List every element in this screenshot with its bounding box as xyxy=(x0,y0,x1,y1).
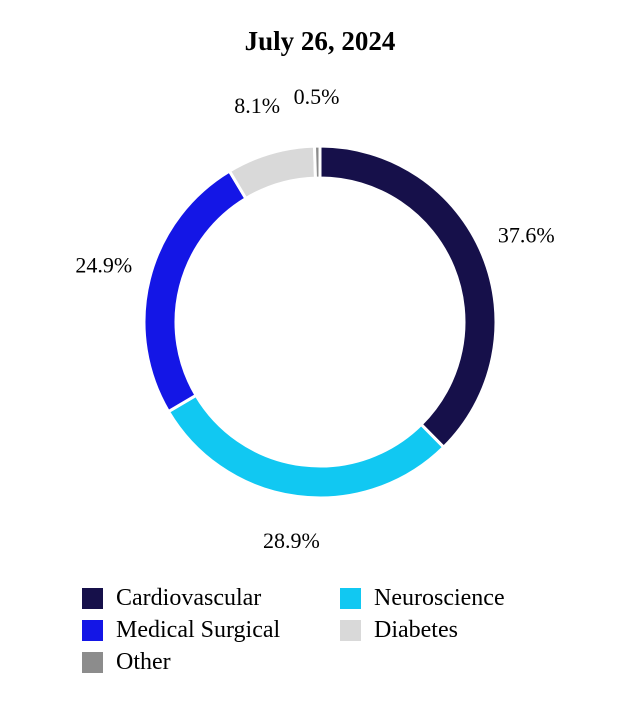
legend-label: Neuroscience xyxy=(374,584,505,611)
legend-swatch xyxy=(82,619,103,641)
legend-item-medical-surgical: Medical Surgical xyxy=(82,617,340,643)
data-label-diabetes: 8.1% xyxy=(234,93,280,118)
data-label-neuroscience: 28.9% xyxy=(263,528,320,553)
slice-cardiovascular xyxy=(318,144,498,450)
data-label-cardiovascular: 37.6% xyxy=(498,222,555,247)
data-label-other: 0.5% xyxy=(294,84,340,109)
legend-label: Cardiovascular xyxy=(116,584,262,611)
chart-legend: Cardiovascular Neuroscience Medical Surgic… xyxy=(82,585,562,675)
donut-chart: 37.6% 28.9% 24.9% 8.1% 0.5% xyxy=(75,84,555,553)
legend-item-neuroscience: Neuroscience xyxy=(340,585,560,611)
legend-label: Other xyxy=(116,648,171,675)
slice-medical-surgical xyxy=(142,169,248,414)
slice-diabetes xyxy=(227,144,318,201)
data-label-medical-surgical: 24.9% xyxy=(75,252,132,277)
legend-swatch xyxy=(340,587,361,609)
legend-label: Medical Surgical xyxy=(116,616,281,643)
chart-title: July 26, 2024 xyxy=(244,26,396,56)
legend-swatch xyxy=(82,587,103,609)
slice-neuroscience xyxy=(166,393,446,500)
legend-item-diabetes: Diabetes xyxy=(340,617,560,643)
legend-swatch xyxy=(340,619,361,641)
slice-other xyxy=(312,144,322,180)
legend-item-cardiovascular: Cardiovascular xyxy=(82,585,340,611)
legend-item-other: Other xyxy=(82,649,340,675)
legend-swatch xyxy=(82,651,103,673)
legend-label: Diabetes xyxy=(374,616,458,643)
